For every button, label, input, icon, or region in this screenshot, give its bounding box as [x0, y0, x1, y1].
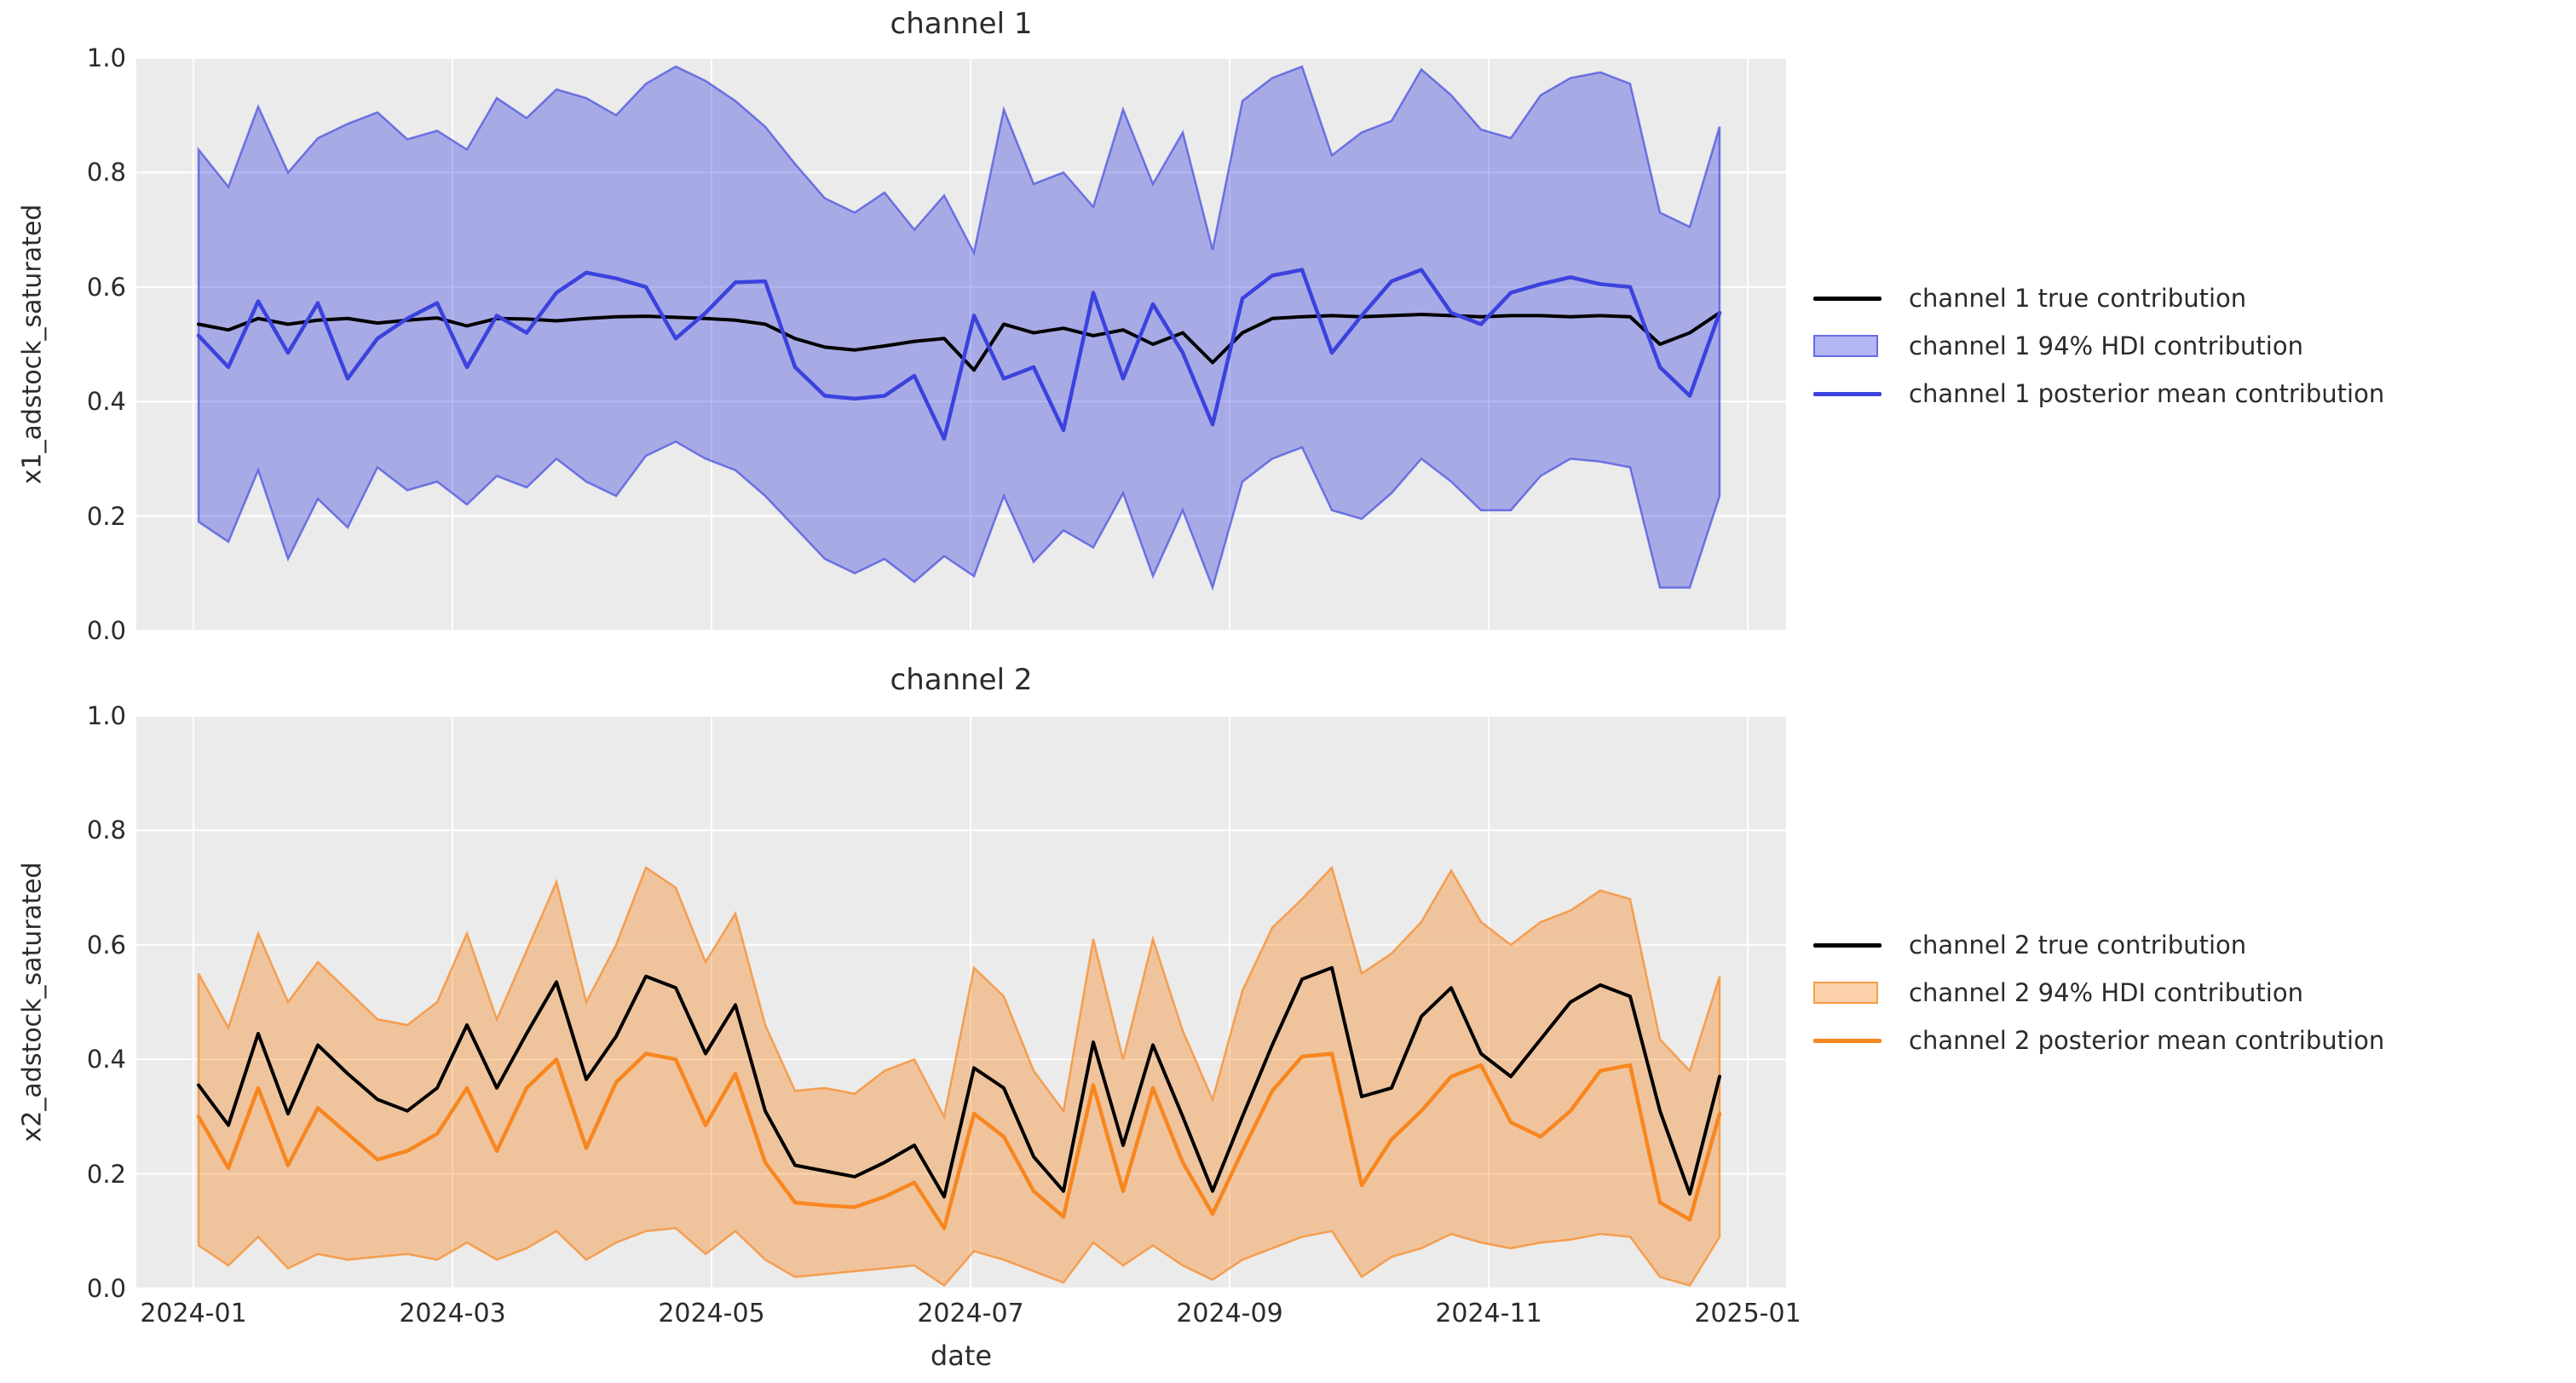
- legend-label: channel 2 94% HDI contribution: [1909, 978, 2303, 1007]
- hdi-band: [197, 65, 1721, 591]
- y-tick-label: 0.4: [86, 1045, 126, 1075]
- y-tick-label: 0.6: [86, 272, 126, 302]
- hdi-patch-swatch-icon: [1813, 335, 1882, 357]
- y-tick-label: 0.0: [86, 1274, 126, 1303]
- posterior-mean-line: [196, 268, 1722, 441]
- legend-item: channel 1 true contribution: [1813, 274, 2384, 322]
- chart1-plot-svg: [136, 58, 1786, 631]
- chart2-legend: channel 2 true contribution channel 2 94%…: [1813, 921, 2384, 1064]
- x-tick-label: 2024-11: [1435, 1299, 1542, 1328]
- chart2-plot-area: [136, 716, 1786, 1288]
- legend-item: channel 2 94% HDI contribution: [1813, 969, 2384, 1017]
- legend-label: channel 1 posterior mean contribution: [1909, 379, 2385, 408]
- swatch-shape: [1813, 296, 1882, 301]
- y-tick-label: 1.0: [86, 701, 126, 730]
- line-swatch-icon: [1813, 391, 1882, 396]
- chart1-title: channel 1: [890, 7, 1033, 41]
- x-axis-label: date: [930, 1340, 993, 1372]
- chart2-y-axis-label: x2_adstock_saturated: [17, 861, 48, 1143]
- line-swatch-icon: [1813, 1038, 1882, 1043]
- swatch-shape: [1813, 942, 1882, 948]
- swatch-shape: [1813, 982, 1878, 1004]
- legend-label: channel 1 94% HDI contribution: [1909, 331, 2303, 360]
- swatch-shape: [1813, 391, 1882, 396]
- true-contribution-line: [197, 311, 1721, 372]
- swatch-shape: [1813, 335, 1878, 357]
- legend-item: channel 2 posterior mean contribution: [1813, 1017, 2384, 1064]
- x-tick-label: 2024-09: [1176, 1299, 1283, 1328]
- posterior-mean-line: [196, 1052, 1722, 1230]
- hdi-patch-swatch-icon: [1813, 982, 1882, 1004]
- y-tick-label: 0.2: [86, 501, 126, 531]
- legend-label: channel 2 posterior mean contribution: [1909, 1026, 2385, 1055]
- legend-item: channel 1 94% HDI contribution: [1813, 322, 2384, 370]
- chart2-plot-svg: [136, 716, 1786, 1288]
- y-tick-label: 0.0: [86, 616, 126, 645]
- legend-item: channel 1 posterior mean contribution: [1813, 370, 2384, 418]
- y-tick-label: 0.4: [86, 387, 126, 417]
- x-tick-label: 2025-01: [1694, 1299, 1801, 1328]
- y-tick-label: 0.2: [86, 1159, 126, 1189]
- x-tick-label: 2024-07: [917, 1299, 1024, 1328]
- true-contribution-line: [197, 965, 1721, 1199]
- chart1-y-axis-label: x1_adstock_saturated: [17, 204, 48, 485]
- line-swatch-icon: [1813, 942, 1882, 948]
- y-tick-label: 0.6: [86, 930, 126, 959]
- x-tick-label: 2024-05: [658, 1299, 765, 1328]
- legend-item: channel 2 true contribution: [1813, 921, 2384, 969]
- chart2-title: channel 2: [890, 663, 1033, 697]
- chart1-legend: channel 1 true contribution channel 1 94%…: [1813, 274, 2384, 418]
- line-swatch-icon: [1813, 296, 1882, 301]
- chart1-plot-area: [136, 58, 1786, 631]
- x-tick-label: 2024-01: [140, 1299, 247, 1328]
- y-tick-label: 0.8: [86, 815, 126, 845]
- legend-label: channel 2 true contribution: [1909, 931, 2247, 959]
- x-tick-label: 2024-03: [399, 1299, 506, 1328]
- y-tick-label: 1.0: [86, 43, 126, 72]
- swatch-shape: [1813, 1038, 1882, 1043]
- y-tick-label: 0.8: [86, 158, 126, 187]
- legend-label: channel 1 true contribution: [1909, 284, 2247, 313]
- hdi-band: [197, 865, 1721, 1288]
